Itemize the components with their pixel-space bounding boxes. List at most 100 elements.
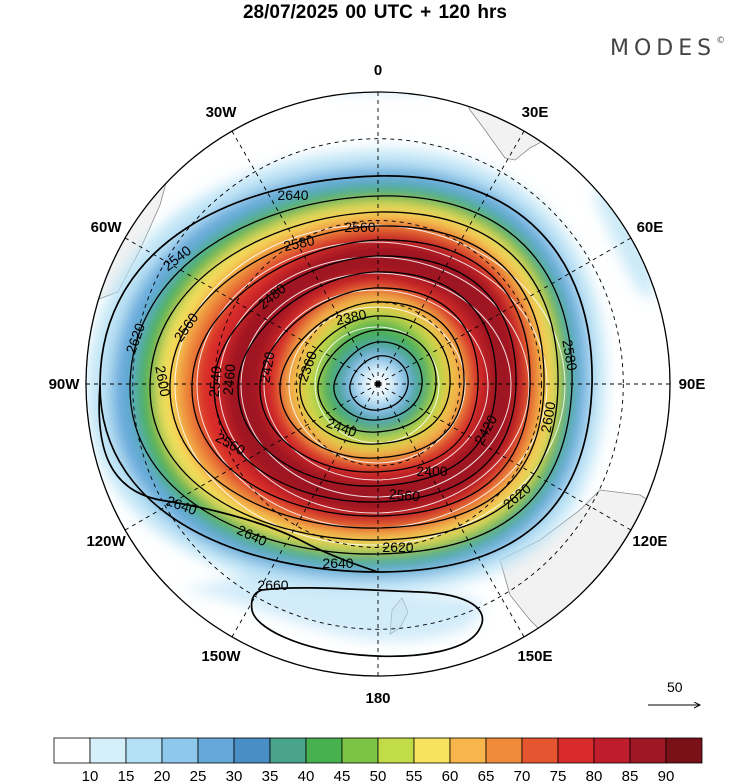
colorbar-tick-label: 70 [514,768,531,782]
meridian-line [377,383,632,531]
map-boundary [85,91,671,677]
contour-2380 [333,341,423,421]
colorbar-tick-label: 65 [478,768,495,782]
colorbar-tick-label: 80 [586,768,603,782]
reference-vector: 50 [648,679,700,705]
contour-labels: 2360238024002420242024402460248025402540… [122,187,580,593]
longitude-label: 150W [201,648,241,665]
colorbar-swatch [125,737,163,764]
reference-vector-label: 50 [667,679,683,695]
longitude-label: 90W [49,376,81,393]
contour-2640-west-lobe [98,384,379,573]
colorbar-tick-label: 45 [334,768,351,782]
longitude-label: 60W [91,219,123,236]
streamline [218,256,530,514]
meridian-line [377,130,525,385]
colorbar: 10 15 20 25 30 35 40 45 50 55 60 65 70 75 80 85 90 [53,737,703,782]
fill-north-patch [320,66,470,92]
colorbar-tick-label: 60 [442,768,459,782]
colorbar-tick-label: 15 [118,768,135,782]
fill-east-patch [595,180,655,300]
colorbar-tick-label: 20 [154,768,171,782]
longitude-label: 150E [517,648,552,665]
longitude-label: 30E [522,104,549,121]
contour-label: 2560 [388,486,421,505]
colorbar-swatch [413,737,451,764]
meridian-line [231,383,379,638]
contour-label: 2540 [206,365,225,398]
colorbar-swatch [485,737,523,764]
colorbar-tick-label: 30 [226,768,243,782]
contour-label: 2600 [537,400,558,434]
longitude-labels: 0 30E 60E 90E 120E 150E 180 150W 120W 90W 60W 30W [49,62,706,707]
meridian-line [231,130,379,385]
streamline [263,289,489,481]
contour-label: 2580 [559,338,580,372]
contour-2620 [129,195,573,555]
streamline [240,272,512,498]
colorbar-tick-label: 35 [262,768,279,782]
colorbar-swatch [161,737,199,764]
contour-2420 [299,315,451,445]
colorbar-tick-label: 55 [406,768,423,782]
longitude-label: 0 [374,62,382,79]
colorbar-swatch [521,737,559,764]
contour-2660 [250,586,484,658]
longitude-label: 120E [632,533,667,550]
colorbar-swatch [449,737,487,764]
streamline [174,224,566,546]
colorbar-swatch [233,737,271,764]
contour-2600 [149,211,559,541]
meridian-line [377,383,525,638]
contour-2560 [191,239,531,517]
map-disk: 2360238024002420242024402460248025402540… [86,66,670,676]
contour-label: 2380 [334,306,368,328]
streamline [314,326,440,444]
latitude-circle [132,138,624,630]
colorbar-swatch [593,737,631,764]
colorbar-tick-label: 25 [190,768,207,782]
contour-label: 2640 [277,187,308,203]
contour-2480 [237,271,497,487]
colorbar-swatch [269,737,307,764]
contour-label: 2640 [322,555,353,571]
colorbar-swatch [377,737,415,764]
chart-title: 28/07/2025 00 UTC + 120 hrs [242,2,508,23]
colorbar-swatch [629,737,667,764]
contour-2440 [279,301,465,459]
brand-name: MODES [610,36,717,61]
longitude-label: 30W [206,104,238,121]
colorbar-swatch [665,737,703,764]
fill-outer-tail [180,575,482,642]
longitude-label: 90E [679,376,706,393]
contour-label: 2580 [282,232,316,254]
contour-2540 [213,255,517,503]
contour-label: 2660 [257,577,288,593]
south-pole-dot [375,381,381,387]
longitude-label: 180 [365,690,390,707]
colorbar-tick-label: 85 [622,768,639,782]
longitude-label: 120W [86,533,126,550]
land-madagascar [591,149,623,181]
meridian-line [377,237,632,385]
colorbar-swatch [197,737,235,764]
colorbar-tick-label: 50 [370,768,387,782]
colorbar-swatch [305,737,343,764]
colorbar-tick-label: 90 [658,768,675,782]
colorbar-swatch [557,737,595,764]
contour-label: 2420 [256,350,277,384]
meridian-line [124,383,379,531]
streamline [288,306,466,464]
colorbar-swatch [341,737,379,764]
contour-2460 [259,287,479,473]
contour-2640 [99,175,593,573]
brand-logo: MODES© [610,36,725,61]
contour-label: 2560 [344,219,375,235]
copyright-mark: © [716,36,726,46]
contour-label: 2460 [220,363,239,396]
colorbar-swatch [53,737,91,764]
contour-label: 2600 [152,364,173,398]
lat-lon-grid [86,92,670,676]
meridian-line [124,237,379,385]
